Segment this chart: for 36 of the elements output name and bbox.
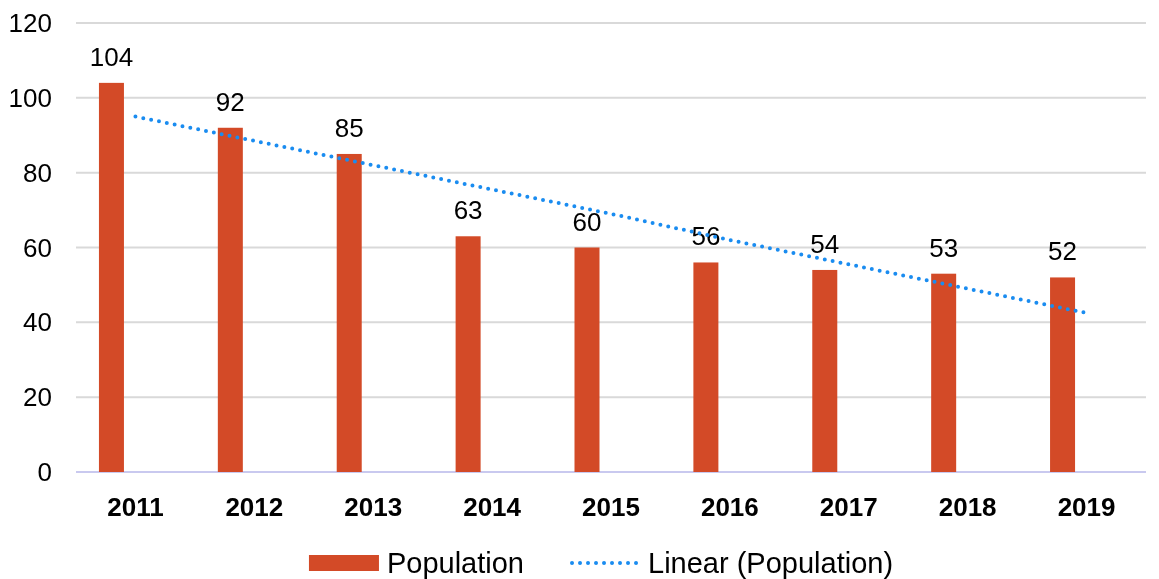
y-tick-label: 0 <box>37 457 52 487</box>
x-tick-label: 2018 <box>938 492 997 522</box>
data-label: 53 <box>929 232 959 263</box>
data-label: 92 <box>215 86 245 117</box>
data-label: 104 <box>89 41 134 72</box>
data-label: 52 <box>1048 236 1078 267</box>
data-label: 56 <box>691 221 721 252</box>
bar <box>336 153 362 472</box>
y-tick-label: 120 <box>8 8 52 38</box>
bar <box>931 273 957 472</box>
bar <box>217 127 243 472</box>
bar <box>812 269 838 472</box>
data-label: 85 <box>334 112 364 143</box>
x-tick-label: 2016 <box>700 492 759 522</box>
y-tick-label: 80 <box>23 157 52 188</box>
legend-label: Population <box>386 547 525 579</box>
legend-label: Linear (Population) <box>648 547 894 579</box>
bar <box>574 247 600 472</box>
x-tick-label: 2015 <box>582 492 640 522</box>
x-tick-label: 2019 <box>1057 492 1116 522</box>
x-tick-label: 2017 <box>819 492 878 522</box>
bar <box>1050 277 1076 472</box>
bar <box>455 236 481 472</box>
x-tick-label: 2012 <box>225 492 284 522</box>
data-label: 63 <box>453 195 483 226</box>
y-tick-label: 60 <box>23 232 52 263</box>
y-tick-label: 100 <box>8 82 52 113</box>
bar <box>98 82 124 472</box>
data-label: 54 <box>810 228 840 259</box>
data-label: 60 <box>572 206 602 237</box>
x-tick-label: 2014 <box>463 492 522 522</box>
x-tick-label: 2011 <box>107 492 164 522</box>
bar <box>693 262 719 472</box>
x-tick-label: 2013 <box>344 492 403 522</box>
y-tick-label: 40 <box>23 307 52 338</box>
y-tick-label: 20 <box>23 382 52 413</box>
